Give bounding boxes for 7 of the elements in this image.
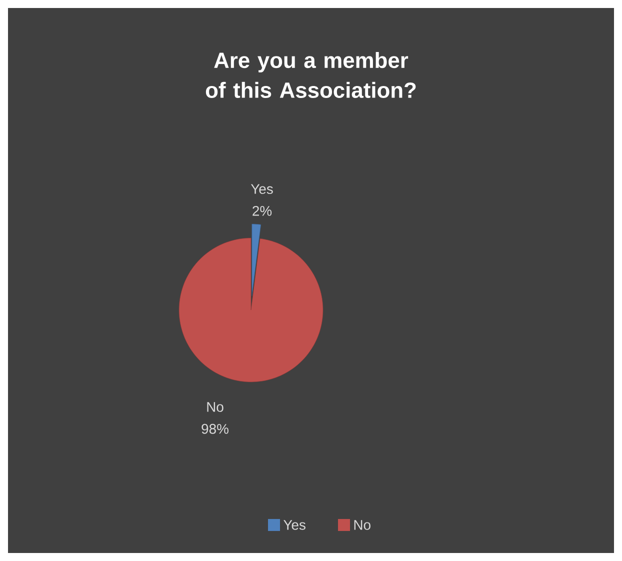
chart-title: Are you a member of this Association? (206, 52, 416, 98)
slice-label: Yes (250, 184, 273, 194)
legend-label: No (354, 520, 370, 530)
data-label: 2% (252, 206, 272, 216)
legend-label: Yes (284, 520, 306, 530)
data-label: 98% (202, 424, 228, 434)
slice-label: No (207, 402, 224, 412)
